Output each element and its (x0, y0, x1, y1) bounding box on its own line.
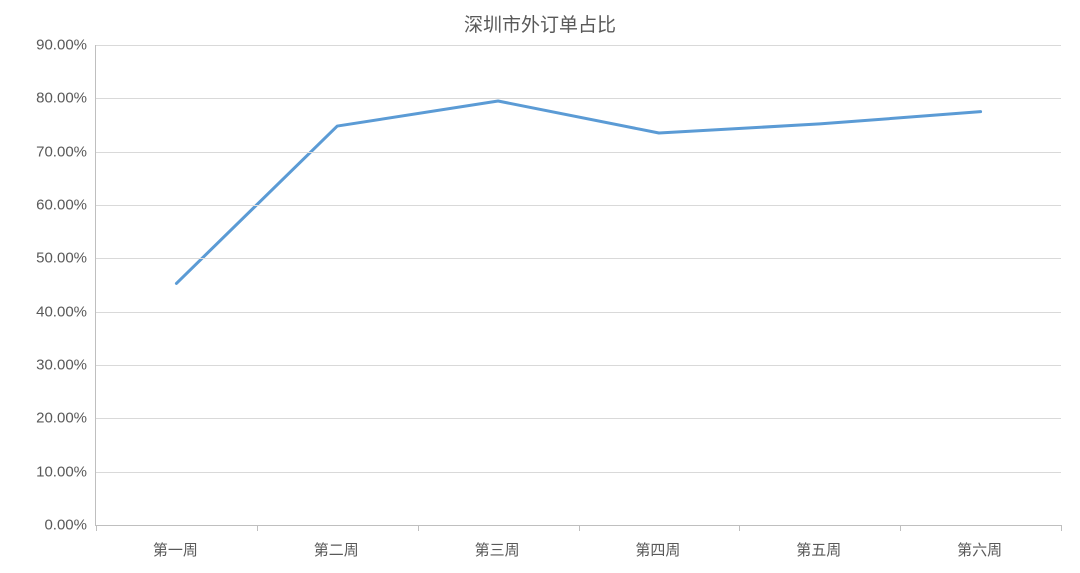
gridline (96, 418, 1061, 419)
y-axis-label: 90.00% (36, 37, 87, 54)
gridline (96, 365, 1061, 366)
chart-title: 深圳市外订单占比 (0, 10, 1080, 37)
y-axis-label: 0.00% (44, 517, 87, 534)
x-axis-label: 第六周 (957, 539, 1002, 560)
y-axis-label: 40.00% (36, 303, 87, 320)
y-axis-label: 30.00% (36, 357, 87, 374)
gridline (96, 258, 1061, 259)
x-tick (1061, 525, 1062, 531)
x-axis-label: 第二周 (314, 539, 359, 560)
gridline (96, 98, 1061, 99)
y-axis-label: 80.00% (36, 90, 87, 107)
y-axis-label: 20.00% (36, 410, 87, 427)
x-tick (579, 525, 580, 531)
x-axis-label: 第三周 (475, 539, 520, 560)
gridline (96, 45, 1061, 46)
line-chart: 深圳市外订单占比 0.00% 10.00% 20.00% 30.00% 40.00% 50… (0, 0, 1080, 573)
gridline (96, 472, 1061, 473)
x-tick (418, 525, 419, 531)
y-axis-label: 70.00% (36, 143, 87, 160)
gridline (96, 312, 1061, 313)
series-path (176, 101, 980, 283)
y-axis-label: 50.00% (36, 250, 87, 267)
y-axis-label: 10.00% (36, 463, 87, 480)
x-axis-label: 第五周 (796, 539, 841, 560)
x-tick (96, 525, 97, 531)
x-tick (900, 525, 901, 531)
gridline (96, 205, 1061, 206)
series-line (96, 45, 1061, 525)
x-tick (257, 525, 258, 531)
y-axis-label: 60.00% (36, 197, 87, 214)
gridline (96, 152, 1061, 153)
x-axis-label: 第一周 (153, 539, 198, 560)
x-axis-label: 第四周 (635, 539, 680, 560)
plot-area (95, 45, 1061, 526)
x-tick (739, 525, 740, 531)
